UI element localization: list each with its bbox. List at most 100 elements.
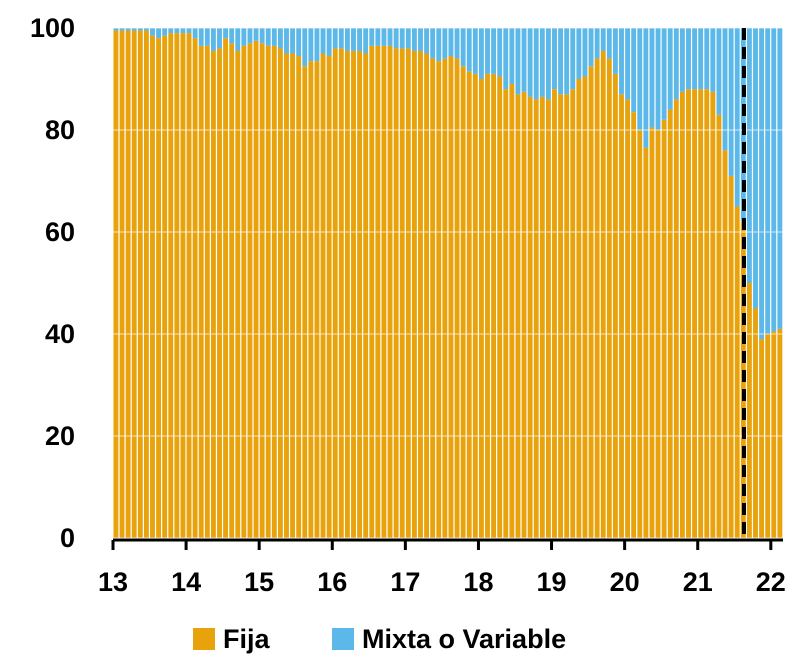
bar-segment — [332, 48, 338, 539]
bar-segment — [448, 28, 454, 57]
bar-segment — [552, 89, 557, 538]
bar-segment — [229, 28, 235, 44]
bar-segment — [290, 53, 296, 538]
bar-segment — [357, 28, 363, 51]
bar-segment — [265, 28, 271, 46]
bar-segment — [241, 45, 247, 538]
y-tick-label: 0 — [60, 523, 75, 553]
bar-segment — [746, 283, 752, 538]
bar-segment — [619, 28, 624, 95]
bar-segment — [527, 28, 533, 97]
bar-segment — [131, 30, 137, 539]
bar-segment — [405, 28, 411, 49]
bar-segment — [125, 30, 131, 539]
bar-segment — [521, 91, 527, 538]
grid — [113, 27, 783, 539]
bar-segment — [296, 56, 302, 539]
x-tick-label: 18 — [463, 567, 493, 597]
bar-segment — [235, 50, 241, 538]
bar-segment — [509, 84, 515, 538]
bar-segment — [734, 28, 740, 207]
bar-segment — [545, 99, 551, 539]
bar-segment — [143, 28, 149, 31]
bar-segment — [271, 28, 277, 46]
bar-segment — [497, 28, 503, 77]
bar-segment — [564, 94, 570, 539]
bar-segment — [673, 99, 679, 539]
bar-segment — [411, 50, 417, 538]
x-tick-label: 15 — [244, 567, 274, 597]
bar-segment — [777, 328, 783, 538]
bar-segment — [399, 48, 405, 539]
bar-segment — [472, 73, 478, 539]
bar-segment — [174, 33, 180, 538]
bar-segment — [405, 48, 411, 539]
bar-segment — [753, 308, 758, 538]
bar-segment — [460, 28, 466, 67]
bar-segment — [631, 112, 637, 539]
bar-segment — [192, 28, 198, 39]
bar-segment — [430, 28, 436, 59]
bar-segment — [290, 28, 296, 54]
bar-segment — [314, 61, 320, 539]
bar-segment — [472, 28, 478, 74]
bar-segment — [229, 43, 235, 539]
bar-segment — [113, 28, 119, 31]
bar-segment — [485, 73, 490, 539]
bar-segment — [722, 28, 728, 151]
bar-segment — [637, 130, 643, 538]
bar-segment — [698, 89, 704, 538]
bar-segment — [217, 28, 222, 49]
bar-segment — [497, 76, 503, 538]
x-tick-label: 14 — [171, 567, 201, 597]
bar-segment — [460, 66, 466, 538]
x-tick-label: 21 — [683, 567, 713, 597]
bar-segment — [454, 58, 460, 538]
bar-segment — [625, 28, 631, 100]
bar-segment — [588, 66, 594, 538]
bar-segment — [375, 45, 381, 538]
bar-segment — [765, 334, 771, 538]
bar-segment — [204, 45, 210, 538]
bar-segment — [210, 28, 216, 51]
x-tick-label: 16 — [317, 567, 347, 597]
bar-segment — [533, 28, 539, 100]
axes: 0 20 40 60 80 100 13 14 15 16 17 18 19 20 21 22 — [30, 13, 786, 597]
bar-segment — [137, 30, 143, 539]
bar-segment — [204, 28, 210, 46]
bar-segment — [247, 28, 253, 44]
bar-segment — [351, 28, 356, 51]
bar-segment — [411, 28, 417, 51]
bar-segment — [491, 73, 497, 539]
bar-segment — [771, 28, 777, 332]
y-tick-label: 80 — [45, 115, 75, 145]
bar-segment — [728, 28, 734, 176]
bar-segment — [679, 91, 685, 538]
y-tick-label: 60 — [45, 217, 75, 247]
y-tick-label: 100 — [30, 13, 75, 43]
bar-segment — [612, 28, 618, 74]
bar-segment — [150, 28, 155, 36]
bar-segment — [125, 28, 131, 31]
bar-segment — [369, 28, 375, 46]
bar-segment — [649, 127, 655, 538]
bar-segment — [649, 28, 655, 128]
bar-segment — [357, 50, 363, 538]
bar-segment — [734, 206, 740, 538]
bar-segment — [393, 48, 399, 539]
bar-segment — [344, 28, 350, 51]
bar-segment — [673, 28, 679, 100]
bar-segment — [564, 28, 570, 95]
bar-segment — [210, 50, 216, 538]
bar-segment — [393, 28, 399, 49]
bar-segment — [418, 28, 423, 51]
bar-segment — [351, 50, 356, 538]
bar-segment — [606, 28, 612, 59]
bar-segment — [637, 28, 643, 130]
bar-segment — [174, 28, 180, 34]
bar-segment — [223, 28, 229, 39]
bar-segment — [503, 28, 509, 90]
bar-segment — [265, 45, 271, 538]
bar-segment — [539, 96, 545, 538]
legend: Fija Mixta o Variable — [193, 624, 566, 654]
